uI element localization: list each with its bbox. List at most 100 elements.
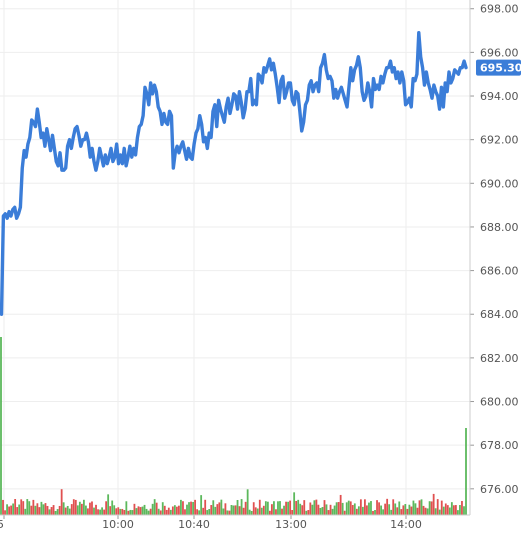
volume-bar: [180, 499, 182, 515]
volume-bar: [309, 502, 312, 515]
volume-bar: [155, 502, 158, 515]
volume-bar: [206, 510, 209, 515]
volume-bar: [115, 508, 118, 515]
volume-bar: [392, 499, 395, 515]
volume-bar: [74, 499, 77, 515]
volume-bar: [159, 510, 162, 515]
volume-bar: [234, 505, 237, 515]
volume-bar: [97, 509, 99, 515]
volume-bar: [307, 510, 310, 515]
volume-bar: [186, 504, 188, 515]
y-tick-label: 684.00: [480, 308, 519, 321]
volume-bar: [230, 505, 233, 515]
volume-bar: [420, 499, 423, 515]
volume-bar: [337, 502, 340, 515]
volume-bar: [20, 499, 23, 515]
volume-bar: [396, 507, 399, 515]
volume-bar: [198, 510, 201, 515]
volume-bar: [376, 500, 378, 515]
volume-bar: [105, 501, 108, 515]
volume-bar: [169, 509, 172, 515]
volume-bar: [329, 504, 332, 515]
volume-bar: [196, 509, 199, 515]
volume-bar: [95, 504, 97, 515]
volume-bar: [236, 500, 239, 515]
volume-bar: [194, 499, 196, 515]
volume-bar: [372, 510, 374, 515]
x-tick-label: 5: [0, 518, 4, 531]
volume-bar: [109, 506, 112, 515]
volume-bar: [22, 501, 25, 515]
volume-bar: [8, 506, 10, 515]
volume-bar: [184, 509, 186, 515]
volume-bar: [163, 505, 166, 515]
volume-bar: [463, 506, 465, 515]
volume-bar: [42, 504, 45, 515]
y-tick-label: 688.00: [480, 221, 519, 234]
volume-bar: [368, 502, 370, 515]
volume-bar: [424, 507, 427, 515]
volume-bar: [256, 508, 259, 515]
volume-bar: [264, 501, 267, 515]
volume-bar: [319, 507, 322, 515]
volume-bar: [370, 501, 372, 515]
volume-bar: [165, 509, 168, 515]
volume-bar: [127, 510, 130, 515]
volume-bar: [117, 507, 120, 515]
volume-bar: [254, 507, 257, 515]
y-axis: 676.00 678.00 680.00 682.00 684.00 686.00 688.…: [469, 0, 519, 515]
volume-bar: [113, 505, 116, 515]
volume-bar: [279, 501, 281, 515]
volume-bar: [228, 510, 231, 515]
volume-bar: [293, 492, 296, 515]
y-tick-label: 686.00: [480, 265, 519, 278]
volume-bar: [188, 502, 190, 515]
price-line-group: [0, 31, 468, 316]
volume-bar: [76, 505, 79, 515]
volume-bar: [68, 508, 71, 515]
volume-bar: [204, 499, 207, 515]
volume-bar: [200, 495, 203, 515]
volume-bar: [345, 502, 348, 515]
volume-bar: [87, 508, 89, 515]
volume-bar: [218, 502, 221, 515]
volume-bar: [178, 505, 180, 515]
volume-bar: [448, 507, 451, 515]
x-tick-label: 10:00: [102, 518, 134, 531]
volume-bar: [220, 499, 223, 515]
volume-bar: [82, 499, 85, 515]
y-tick-label: 680.00: [480, 396, 519, 409]
volume-bar: [268, 510, 271, 515]
volume-bar: [434, 508, 437, 515]
volume-bar: [38, 507, 41, 515]
y-tick-label: 698.00: [480, 3, 519, 16]
y-tick-label: 690.00: [480, 177, 519, 190]
volume-bar: [30, 505, 33, 515]
price-line: [0, 31, 468, 316]
volume-bar: [137, 506, 140, 515]
y-tick-label: 696.00: [480, 46, 519, 59]
y-tick-label: 682.00: [480, 352, 519, 365]
volume-bar: [208, 509, 211, 515]
volume-bar: [0, 337, 2, 515]
volume-bar: [271, 504, 273, 515]
last-price-label: 695.30: [480, 62, 521, 75]
volume-bar: [428, 501, 431, 515]
volume-bar: [323, 500, 326, 515]
volume-bar: [147, 510, 150, 515]
volume-bar: [111, 500, 114, 515]
volume-bar: [394, 503, 397, 515]
volume-bar: [252, 502, 255, 515]
volume-bar: [212, 500, 215, 515]
volume-bar: [222, 508, 225, 515]
y-tick-label: 692.00: [480, 134, 519, 147]
volume-bar: [285, 501, 287, 515]
volume-bar: [333, 505, 336, 515]
volume-bar: [214, 506, 217, 515]
volume-bar: [58, 505, 61, 515]
volume-bar: [44, 503, 47, 515]
volume-bar: [317, 504, 320, 515]
x-axis: 5 10:00 10:40 13:00 14:00: [0, 514, 470, 531]
volume-bar: [426, 508, 429, 515]
